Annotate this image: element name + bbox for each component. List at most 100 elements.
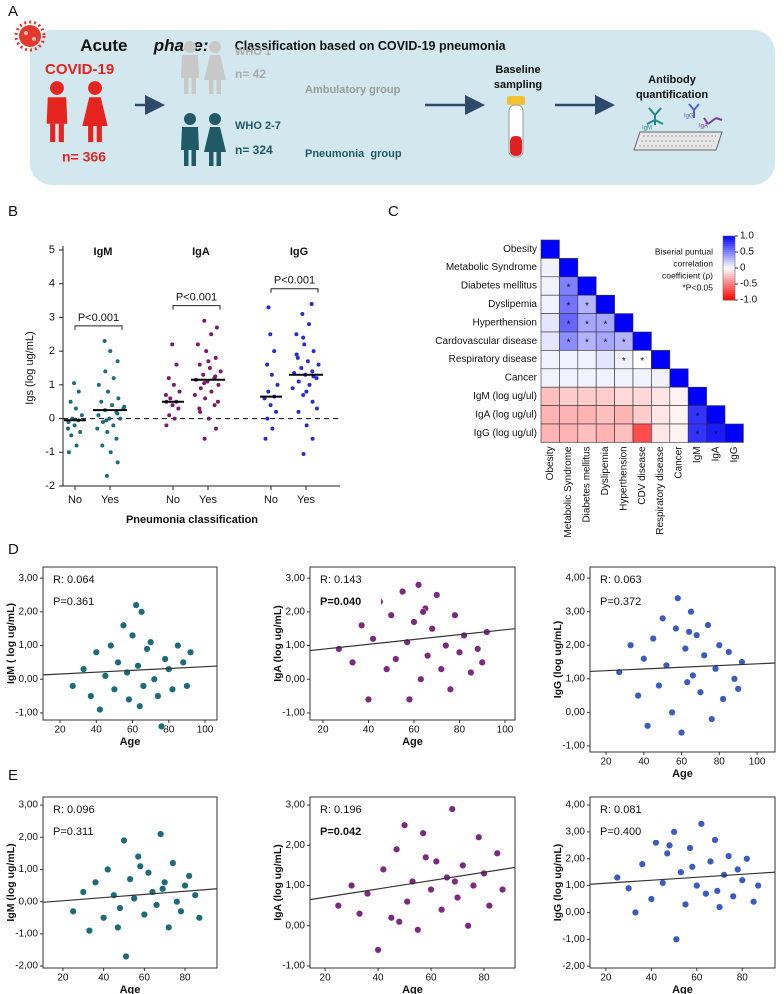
heatmap-cell <box>706 405 726 425</box>
panel-label: C <box>388 203 399 220</box>
heatmap-cell <box>669 405 689 425</box>
data-point <box>165 923 173 931</box>
colorbar-step <box>723 270 735 273</box>
data-point <box>173 898 181 906</box>
subtitle: Classification based on COVID-19 pneumon… <box>235 39 507 53</box>
heatmap-cell <box>687 386 707 406</box>
data-point <box>170 342 175 347</box>
data-point <box>693 882 701 890</box>
data-point <box>99 399 104 404</box>
heatmap-cell <box>540 294 560 314</box>
y-tick-label: 1 <box>49 379 55 391</box>
data-point <box>120 836 128 844</box>
data-point <box>686 844 694 852</box>
data-point <box>101 672 109 680</box>
data-point <box>202 381 207 386</box>
antibody-label: quantification <box>636 89 708 101</box>
heatmap-cell <box>540 423 560 443</box>
person-leg <box>50 123 56 143</box>
column-label: Obesity <box>545 446 556 480</box>
data-point <box>304 389 309 394</box>
data-point <box>625 884 633 892</box>
x-tick-label: 60 <box>139 973 151 984</box>
significance-mark: * <box>567 301 571 312</box>
person-leg <box>88 123 94 143</box>
data-point <box>451 877 459 885</box>
data-point <box>716 903 724 911</box>
data-point <box>427 886 435 894</box>
p-annotation: P=0.040 <box>320 596 361 608</box>
x-tick-label: 100 <box>197 725 214 736</box>
annotation-background <box>591 798 661 840</box>
person-body <box>181 55 199 78</box>
data-point <box>125 695 133 703</box>
data-point <box>301 335 306 340</box>
data-point <box>689 671 697 679</box>
heatmap-cell <box>669 386 689 406</box>
iga-icon <box>703 117 723 125</box>
y-tick-label: 0,00 <box>566 907 586 918</box>
data-point <box>652 839 660 847</box>
row-label: Hyperthension <box>473 317 537 328</box>
data-point <box>209 332 214 337</box>
data-point <box>697 820 705 828</box>
data-point <box>265 416 270 421</box>
colorbar-step <box>723 298 735 301</box>
annotation-background <box>591 568 661 610</box>
data-point <box>134 662 142 670</box>
x-tick-label: 20 <box>600 973 612 984</box>
heatmap-cell <box>614 405 634 425</box>
y-tick-label: -2,00 <box>562 961 585 972</box>
data-point <box>738 876 746 884</box>
data-point <box>191 891 199 899</box>
data-point <box>66 450 71 455</box>
data-point <box>349 658 357 666</box>
colorbar-step <box>723 244 735 247</box>
data-point <box>750 898 758 906</box>
data-point <box>451 611 459 619</box>
heatmap-cell <box>577 350 597 370</box>
colorbar-step <box>723 252 735 255</box>
y-tick-label: -1,00 <box>282 961 305 972</box>
colorbar-step <box>723 296 735 299</box>
data-point <box>432 857 440 865</box>
heatmap-cell <box>559 350 579 370</box>
data-point <box>213 355 218 360</box>
significance-mark: * <box>640 356 644 367</box>
data-point <box>399 588 407 596</box>
colorbar-step <box>723 280 735 283</box>
y-axis-label: IgA (log ug/mL) <box>272 844 284 921</box>
data-point <box>713 887 721 895</box>
data-point <box>704 621 712 629</box>
title-text: Acute <box>80 36 127 55</box>
data-point <box>158 722 166 730</box>
colorbar-step <box>723 258 735 261</box>
data-point <box>110 685 118 693</box>
heatmap-cell <box>632 405 652 425</box>
data-point <box>95 426 100 431</box>
data-point <box>419 608 427 616</box>
data-point <box>696 688 704 696</box>
heatmap-cell <box>632 368 652 388</box>
tube-icon <box>507 96 525 158</box>
heatmap-cell <box>540 386 560 406</box>
data-point <box>672 935 680 943</box>
data-point <box>272 349 277 354</box>
person-leg <box>96 123 102 143</box>
data-point <box>79 413 84 418</box>
heatmap-cell <box>540 331 560 351</box>
heatmap-cell <box>540 368 560 388</box>
igm-icon <box>646 107 664 125</box>
heatmap-cell <box>595 294 615 314</box>
row-label: Cancer <box>505 373 538 384</box>
data-point <box>474 645 482 653</box>
y-axis-label: Igs (log ug/mL) <box>24 331 36 404</box>
data-point <box>108 450 113 455</box>
data-point <box>214 325 219 330</box>
data-point <box>100 443 105 448</box>
data-point <box>433 591 441 599</box>
heatmap-cell <box>595 405 615 425</box>
data-point <box>455 648 463 656</box>
data-point <box>136 862 144 870</box>
data-point <box>424 652 432 660</box>
